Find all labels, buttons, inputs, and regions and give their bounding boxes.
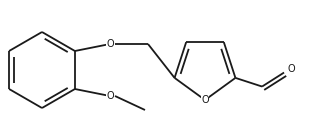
Text: O: O <box>106 91 114 101</box>
Text: O: O <box>201 95 209 105</box>
Text: O: O <box>287 64 295 74</box>
Text: O: O <box>106 39 114 49</box>
